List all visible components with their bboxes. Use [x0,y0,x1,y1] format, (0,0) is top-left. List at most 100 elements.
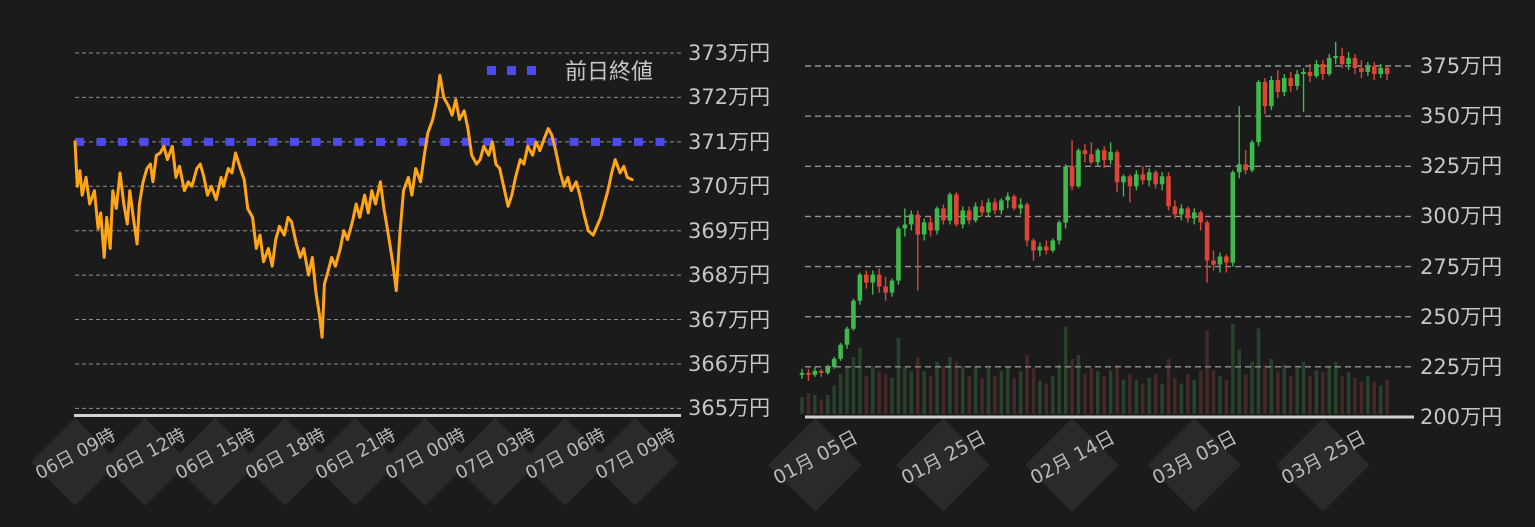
candle-body [851,300,856,329]
candle-body [857,274,863,301]
candle-body [1050,240,1056,251]
volume-bar [1314,370,1319,414]
volume-bar [999,371,1004,415]
candle-body [1191,212,1197,219]
volume-bar [948,357,952,414]
candle-wick [1071,140,1073,191]
volume-bar [1115,364,1119,414]
candle-body [1288,78,1293,86]
candle-body [1198,212,1203,223]
candle-body [928,222,933,231]
candle-body [1172,206,1178,215]
candle-body [1378,68,1383,74]
candle-body [1101,150,1107,161]
candle-body [1185,208,1191,219]
candle-body [806,372,811,375]
volume-bar [1288,376,1293,414]
volume-bar [1276,371,1280,415]
candle-body [1114,152,1120,183]
candle-wick [1302,68,1305,113]
volume-bar [1301,361,1306,415]
candle-body [947,194,953,221]
candle-body [1224,256,1229,263]
volume-bar [1025,355,1029,414]
volume-bar [922,371,926,415]
volume-bar [1192,379,1196,414]
candle-body [1359,68,1364,72]
candle-body [889,280,895,293]
candle-body [1294,74,1300,86]
volume-bar [864,376,869,414]
volume-bar [806,393,811,414]
volume-bar [1327,366,1332,414]
volume-bar [1372,381,1377,414]
volume-bar [1160,383,1164,414]
candle-body [1005,196,1011,201]
candle-body [831,358,837,367]
candle-body [979,206,985,213]
volume-bar [1353,377,1357,414]
candle-body [915,214,921,235]
volume-bar [845,366,849,414]
volume-bar [1282,364,1286,414]
volume-bar [870,366,875,414]
candle-wick [1129,174,1131,203]
volume-bar [1346,372,1351,414]
volume-bar [941,366,946,414]
volume-bar [1051,376,1055,414]
candle-body [1326,58,1332,74]
candle-body [812,370,818,375]
volume-bar [961,366,965,414]
volume-bar [1108,370,1113,414]
price-line [73,73,634,339]
volume-bar [1018,371,1023,415]
volume-bar [1031,368,1036,414]
candle-body [1269,80,1274,107]
candle-body [1011,196,1017,209]
volume-bar [1211,370,1216,414]
candle-body [1230,172,1236,263]
candle-body [1089,154,1094,163]
volume-bar [967,376,971,414]
candle-body [1333,56,1338,58]
volume-bar [935,361,939,415]
volume-bar [1141,383,1145,414]
volume-bar [825,395,830,414]
candle-body [1339,56,1345,64]
candle-body [896,228,901,281]
candle-body [1211,260,1216,265]
volume-bar [1121,379,1126,414]
candle-body [1179,208,1184,215]
candle-wick [1238,106,1240,179]
volume-bar [1089,368,1094,414]
candle-body [1352,58,1358,68]
volume-bar [1333,361,1338,415]
candle-body [960,210,966,225]
volume-bar [896,338,901,414]
volume-bar [1224,379,1229,414]
candle-body [1217,256,1223,265]
volume-bar [1070,358,1074,414]
volume-bar [1134,379,1139,414]
candle-body [1243,164,1248,171]
candle-body [1256,82,1261,143]
candle-wick [1244,150,1247,175]
volume-bar [993,376,997,414]
candle-body [1204,222,1210,261]
candle-body [838,344,843,359]
candle-body [1095,150,1101,163]
candle-body [1082,150,1088,155]
candle-body [1044,246,1049,251]
candle-body [954,194,959,225]
candle-body [1307,72,1313,76]
volume-bar [838,374,843,414]
candle-body [1140,174,1146,181]
volume-bar [1186,374,1190,414]
legend-label: 前日終値 [565,60,654,85]
candle-body [1249,142,1255,171]
candle-wick [917,210,919,291]
volume-bar [1231,323,1235,415]
candle-body [870,274,876,283]
candle-body [1108,152,1113,161]
